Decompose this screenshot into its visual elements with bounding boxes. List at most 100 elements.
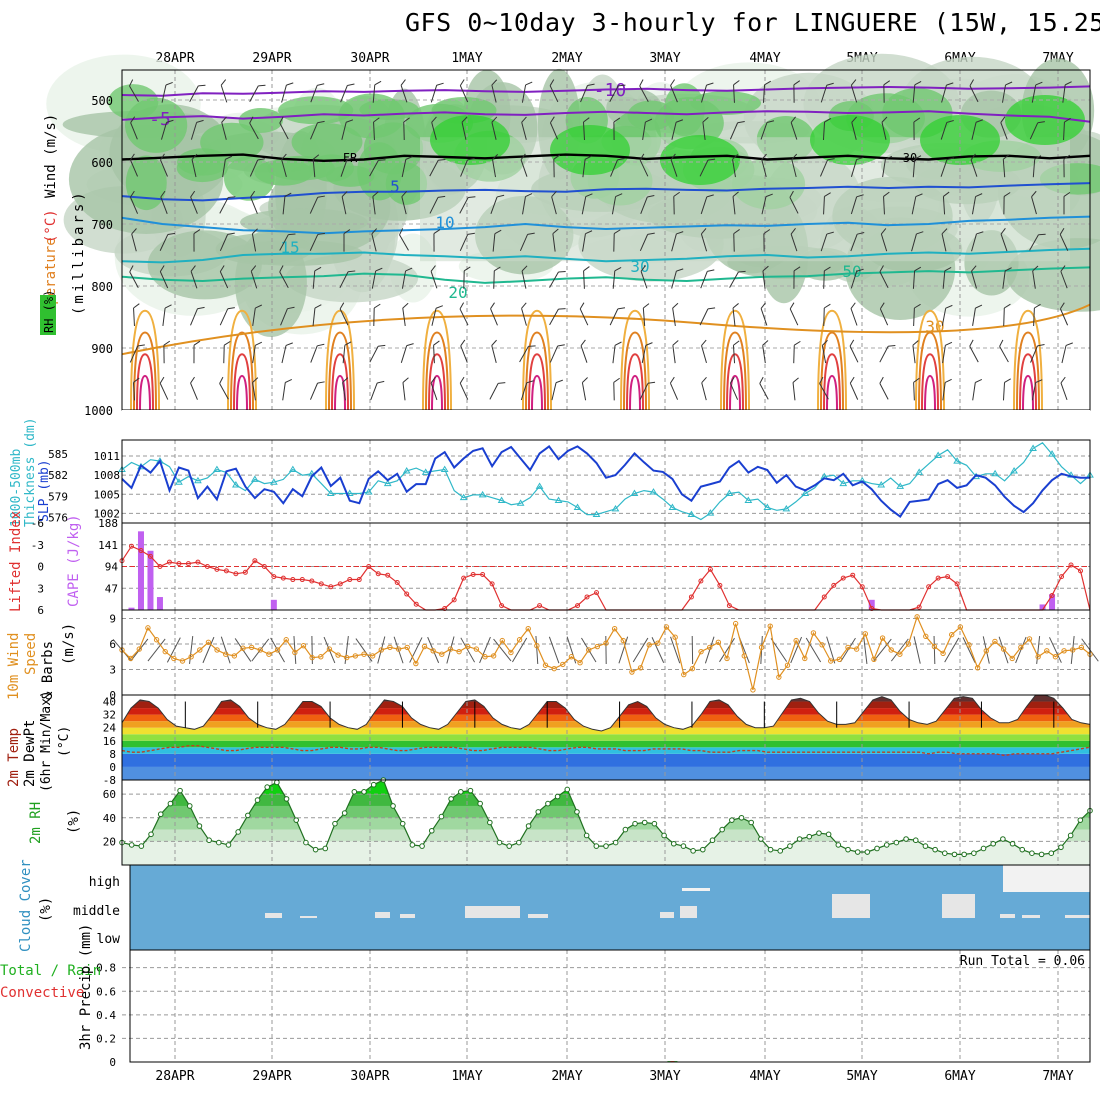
wind-barb-staff (312, 307, 316, 327)
wind-barb-staff (190, 382, 198, 400)
y-tick-900: 900 (91, 342, 113, 356)
rh-point (564, 786, 571, 793)
wind-speed-point (629, 669, 635, 675)
wind-barb-staff (583, 121, 585, 141)
wind-barb-staff (819, 159, 829, 177)
temp-band (122, 740, 1090, 748)
wind-barb-flag (760, 302, 766, 309)
wind-speed-point (482, 654, 488, 660)
date-label-top-3MAY: 3MAY (649, 51, 680, 66)
wind-barb-staff (190, 122, 198, 140)
wind-barb-flag (435, 305, 443, 309)
wind-barb-flag (733, 229, 740, 235)
wind-speed-point (957, 624, 964, 630)
wind-barb (490, 302, 498, 326)
wind-barb-staff (1059, 308, 1069, 326)
wind-speed-point (490, 653, 497, 659)
temp-band (122, 727, 1090, 735)
wind-barb-flag (255, 304, 263, 309)
wind-barb (1002, 154, 1010, 178)
wind-barb-flag (343, 229, 351, 235)
rh-point (593, 843, 600, 849)
wind-barb-flag (824, 117, 832, 123)
thickness-point (440, 465, 449, 473)
wind-barb (251, 228, 258, 252)
thickness-point (953, 457, 962, 464)
wind-barb (1031, 190, 1037, 215)
rh-point (419, 843, 425, 849)
wind-barb-flag (528, 345, 536, 347)
rh-point (661, 832, 667, 839)
wind-barb-flag (1038, 233, 1046, 236)
wind-barb-flag (975, 304, 983, 309)
wind-barb-flag (944, 266, 952, 272)
wind-barb-staff (849, 382, 859, 400)
temp-contour-warm (823, 353, 841, 411)
rh-point (322, 845, 329, 852)
li-point (489, 581, 495, 587)
wind-barb-flag (789, 190, 794, 198)
wind-barb-staff (129, 271, 139, 288)
wind-barb (551, 379, 564, 401)
wind-barb-staff (671, 233, 677, 252)
wind-barb-flag (219, 265, 225, 272)
wind-barb (940, 120, 954, 140)
dewpoint-line (121, 745, 1091, 757)
rh-point (709, 837, 716, 844)
wind-barb-staff (402, 382, 406, 401)
li-point (366, 564, 372, 569)
wind-speed-point (1061, 648, 1067, 654)
wind-barb (912, 80, 922, 103)
rh-shade (238, 108, 284, 133)
wind-barb-staff (250, 196, 258, 214)
wind-barb-flag (1060, 265, 1066, 272)
wind-barb-flag (1000, 116, 1006, 123)
rh-band (122, 829, 1090, 842)
wind-barb-staff (581, 382, 587, 401)
wind-barb-flag (437, 195, 446, 198)
wind-barb-staff (789, 197, 799, 214)
thickness-point (421, 468, 430, 475)
li-point (128, 543, 134, 549)
wind-barb (580, 83, 595, 103)
wind-barb (609, 307, 626, 326)
ylabel-2m-dewpt: 2m DewPt (22, 720, 38, 787)
wind-barb-staff (219, 271, 229, 289)
wind-speed-point (309, 654, 315, 661)
precip-panel: 0 0.2 0.4 0.6 0.8 Run Total = 0.06 Total / Rai… (0, 924, 1091, 1069)
wind-barb-staff (760, 308, 768, 326)
wind-barb-flag (228, 196, 236, 198)
wind-barb-flag (1063, 191, 1071, 197)
wind-barb (1061, 342, 1073, 364)
temp-band (122, 734, 1090, 741)
wind-barb-staff (820, 233, 828, 252)
wind-speed-point (318, 654, 324, 660)
wind-barb-flag (975, 193, 983, 197)
wind-barb (805, 637, 822, 663)
wind-barb-flag (1037, 121, 1045, 124)
cloud-block-high (682, 888, 710, 891)
wind-barb-flag (130, 190, 135, 198)
wind-speed-point (1035, 654, 1041, 660)
wind-barb-staff (823, 270, 825, 289)
wind-barb (249, 84, 266, 102)
wind-barb-staff (1030, 345, 1038, 363)
wind-barb-staff (159, 271, 169, 289)
wind-barb-staff (882, 159, 886, 178)
wind-barb-staff (972, 382, 976, 401)
li-point (404, 591, 410, 597)
wind-barb (613, 117, 621, 141)
rh-point (874, 845, 880, 852)
wind-barb-staff (402, 308, 406, 326)
wind-barb-staff (702, 122, 706, 140)
wind-barb-flag (1035, 379, 1043, 384)
wind-barb-staff (202, 636, 215, 664)
temp-band (122, 766, 1090, 780)
wind-speed-point (188, 654, 194, 660)
wind-barb-flag (915, 193, 923, 198)
wind-barb (552, 228, 559, 252)
wind-barb-staff (479, 636, 491, 664)
wind-barb (282, 378, 293, 401)
rh-point (274, 779, 280, 786)
rh-point (370, 781, 377, 788)
